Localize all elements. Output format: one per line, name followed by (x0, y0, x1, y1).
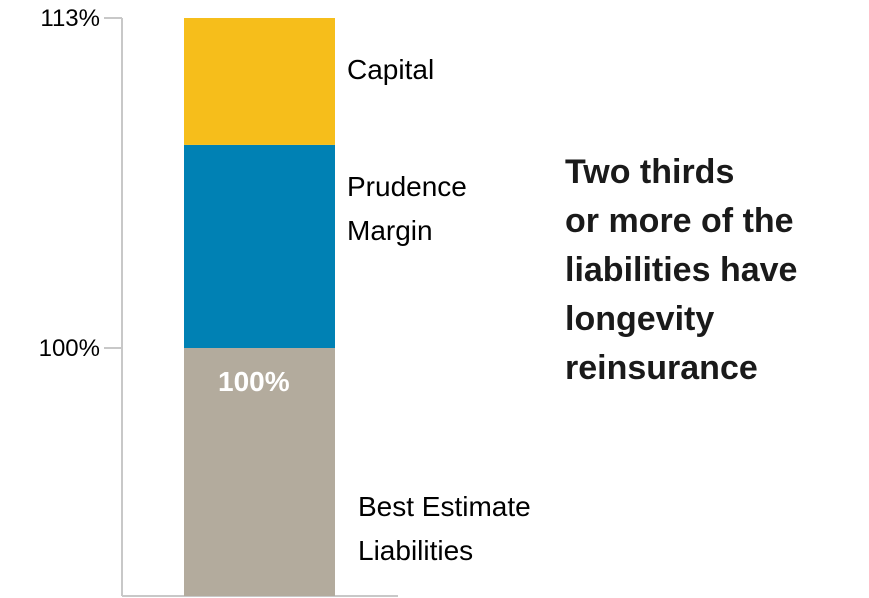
data-label: 100% (218, 366, 290, 397)
y-tick-label: 100% (39, 335, 100, 362)
y-tick-label: 113% (40, 5, 100, 32)
segment-label-capital: Capital (347, 54, 434, 85)
bar-segment-capital (184, 18, 335, 145)
callout-text: Two thirds or more of the liabilities have… (565, 153, 797, 387)
segment-label-prudence-margin: Prudence Margin (347, 171, 467, 246)
segment-label-best-estimate-liabilities: Best Estimate Liabilities (358, 491, 531, 566)
segment-labels: Best Estimate Liabilities 100% Prudence Marg… (218, 54, 531, 566)
y-ticks: 100% 113% (39, 5, 122, 362)
bar-segment-prudence-margin (184, 144, 335, 348)
bar-segment-best-estimate-liabilities (184, 348, 335, 596)
bar-segments (184, 18, 335, 596)
